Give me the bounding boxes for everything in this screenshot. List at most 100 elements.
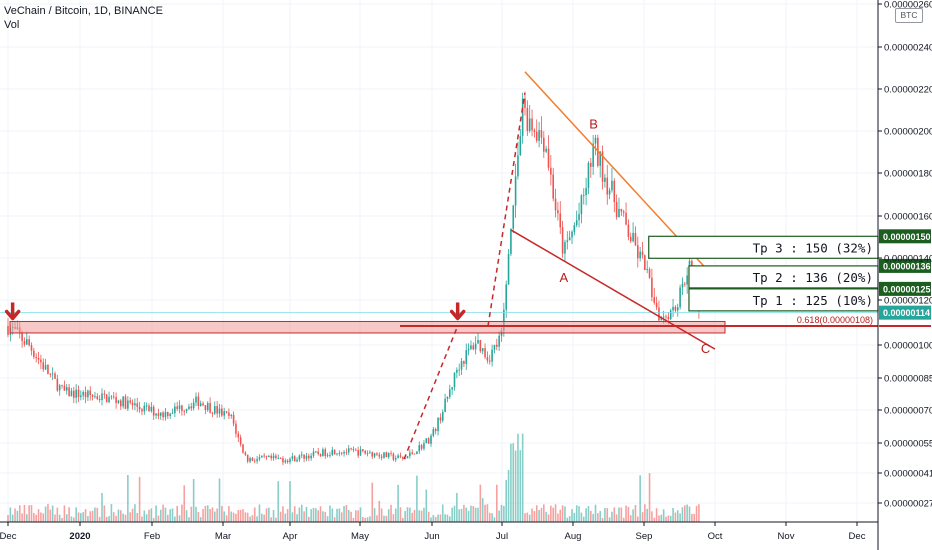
price-tick-label: 0.00000027 [884,499,932,510]
candle-body [409,452,411,457]
candle-body [343,451,345,454]
volume-bar [110,504,113,522]
volume-bar [181,504,183,522]
volume-bar [484,504,486,522]
candle-body [136,403,139,407]
price-tick-label: 0.00000220 [884,85,932,96]
candle-body [134,403,136,406]
candle-body [380,456,383,458]
candle-body [517,155,519,177]
candle-body [615,201,618,218]
volume-bar [230,511,233,522]
candle-body [416,451,418,455]
volume-bar [63,505,66,522]
candle-body [479,340,482,352]
price-axis[interactable]: 0.00000260 0.00000240 0.00000220 0.00000200… [877,0,932,550]
candle-body [23,341,26,345]
candle-body [359,449,362,456]
volume-bar [627,506,630,522]
candle-body [486,357,489,361]
volume-bar [561,505,564,522]
volume-bar [409,507,411,522]
volume-bar [239,510,242,522]
candle-body [557,210,559,214]
volume-bar [538,510,540,522]
volume-bar [77,512,80,522]
volume-bar [535,505,538,522]
volume-bar [185,510,188,522]
volume-label[interactable]: Vol [4,19,20,31]
volume-bar [655,508,658,522]
candle-body [223,411,225,416]
volume-bar [138,476,141,522]
candle-body [676,307,679,311]
volume-bar [258,504,261,522]
volume-bar [669,515,672,522]
volume-bar [679,513,681,522]
volume-bar [202,509,204,522]
candle-body [120,400,122,407]
candle-body [336,453,338,455]
volume-bar [315,508,317,522]
time-tick-label: Oct [708,531,723,542]
candle-body [162,412,164,418]
currency-badge[interactable]: BTC [895,8,923,23]
candle-body [660,317,663,321]
volume-bar [441,504,444,522]
candle-body [75,389,77,398]
volume-bar [336,508,338,522]
volume-bar [568,516,571,522]
volume-bar [387,509,390,522]
volume-bar [310,509,312,522]
candle-body [352,448,355,451]
time-tick-label: May [351,531,369,542]
symbol-title[interactable]: VeChain / Bitcoin, 1D, BINANCE [4,5,163,17]
volume-bar [105,516,108,522]
candle-body [672,306,674,311]
time-axis[interactable]: Dec 2020 Feb Mar Apr May Jun Jul Aug Sep Oct Nov Dec [0,521,878,542]
volume-bar [517,433,519,522]
volume-bar [289,481,291,522]
volume-bar [159,509,162,522]
candle-body [237,433,240,438]
volume-bar [618,507,620,522]
candle-body [599,151,601,166]
candle-body [637,245,639,259]
candle-body [512,205,515,229]
candle-body [326,455,329,456]
candle-body [322,449,324,457]
volume-bar [143,510,146,522]
volume-bar [693,513,695,522]
candle-body [256,459,258,462]
candle-body [646,269,648,271]
volume-bar [150,508,153,522]
price-tick-label: 0.00000180 [884,169,932,180]
candle-body [282,458,284,463]
volume-bar [265,508,268,522]
volume-bar [296,514,298,522]
volume-bar [613,507,616,522]
candle-body [195,396,197,403]
candle-body [319,454,322,457]
candle-body [211,412,214,414]
volume-bar [357,510,359,522]
volume-bar [362,516,364,522]
volume-bar [322,511,324,522]
tp-price-tag-text: 0.00000136 [883,261,931,271]
price-tick-label: 0.00000140 [884,254,932,265]
candle-body [164,411,167,418]
candle-body [526,107,529,131]
volume-bar [486,504,489,522]
volume-bar [218,478,221,522]
volume-bar [660,514,663,522]
candle-body [110,396,113,398]
volume-bar [82,512,84,522]
candle-body [568,237,571,241]
price-tick-label: 0.00000240 [884,43,932,54]
volume-bar [275,517,277,522]
volume-bar [399,507,402,522]
volume-bar [646,508,648,522]
candle-body [578,214,580,221]
candle-body [42,362,45,370]
